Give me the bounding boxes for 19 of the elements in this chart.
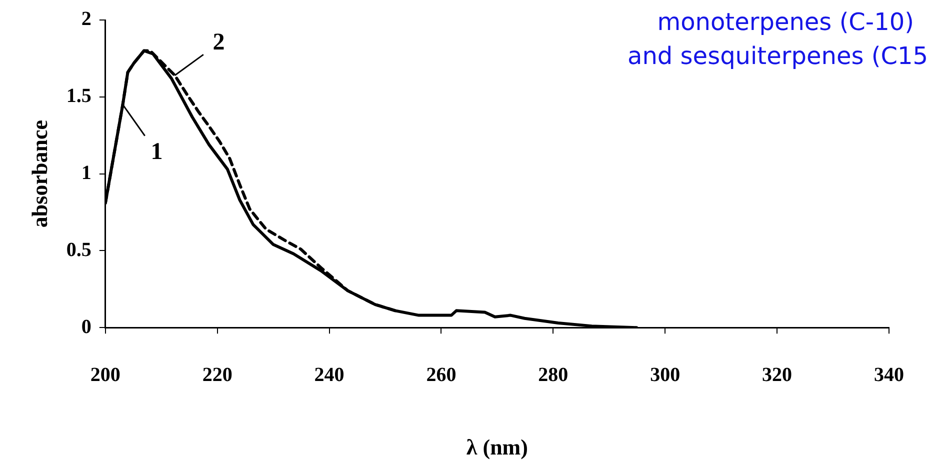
x-axis-title: λ (nm) <box>466 434 528 460</box>
y-tick-label: 1 <box>81 162 92 184</box>
x-tick-label: 300 <box>650 364 680 386</box>
x-tick-label: 280 <box>538 364 568 386</box>
annotation: 2 <box>212 30 225 56</box>
x-tick-label: 260 <box>426 364 456 386</box>
y-tick-label: 0 <box>81 316 92 338</box>
x-tick-label: 340 <box>874 364 904 386</box>
x-tick-label: 240 <box>314 364 344 386</box>
annotation: 1 <box>150 138 163 165</box>
x-tick-label: 320 <box>762 364 792 386</box>
y-tick-label: 1.5 <box>66 85 92 108</box>
annotation: monoterpenes (C-10) <box>657 8 914 36</box>
y-tick-label: 0.5 <box>66 238 92 261</box>
y-axis-title: absorbance <box>26 120 52 228</box>
y-tick-label: 2 <box>81 8 92 30</box>
x-tick-label: 220 <box>202 364 232 386</box>
annotation: and sesquiterpenes (C15 <box>628 42 928 70</box>
x-tick-label: 200 <box>90 364 120 386</box>
